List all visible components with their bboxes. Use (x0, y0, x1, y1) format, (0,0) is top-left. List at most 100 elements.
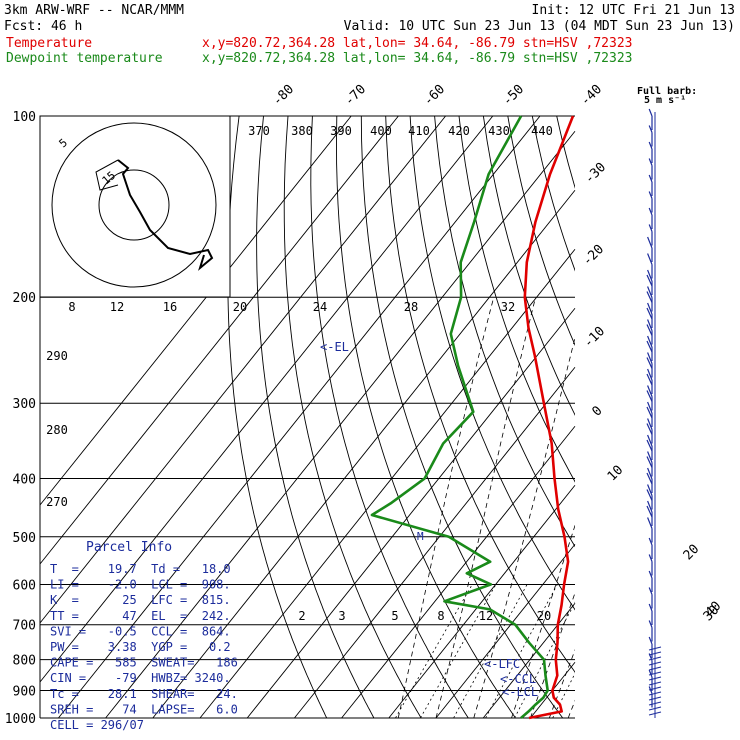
pressure-label: 800 (13, 654, 36, 669)
theta-label: 270 (46, 495, 68, 509)
hodograph-tick-label: 8 (68, 300, 75, 314)
isotherm-line (388, 484, 576, 719)
isotherm-line (39, 115, 494, 683)
valid-time: Valid: 10 UTC Sun 23 Jun 13 (04 MDT Sun … (344, 19, 735, 34)
init-time: Init: 12 UTC Fri 21 Jun 13 (532, 3, 736, 18)
moist-adiabat (397, 297, 495, 718)
isotherm-label: -10 (581, 324, 608, 351)
isotherm-line (246, 307, 576, 719)
wind-barb (647, 467, 653, 493)
parcel-info-row: SREH = 74 LAPSE= 6.0 (50, 702, 238, 716)
wind-barb (648, 554, 653, 576)
wind-barb-low (648, 656, 662, 661)
m-marker: M (417, 530, 424, 543)
pressure-label: 400 (13, 472, 36, 487)
wind-barb (648, 570, 653, 592)
parcel-info-row: LI = -2.0 LCL = 908. (50, 578, 231, 592)
hodograph: 155 (39, 115, 231, 298)
dry-adiabat (630, 116, 740, 718)
moist-adiabat (511, 524, 575, 718)
wind-barb-low (648, 651, 662, 656)
temperature-legend: Temperature (6, 36, 92, 51)
wind-barb-low (648, 706, 662, 711)
dry-adiabat (283, 116, 422, 718)
hodograph-tick-label: 32 (501, 300, 515, 314)
theta-label: 390 (330, 124, 352, 138)
barb-legend-title: Full barb: (637, 86, 697, 97)
parcel-info-row: CIN = -79 HWBZ= 3240. (50, 671, 231, 685)
wind-barb (647, 236, 653, 262)
wind-barb (648, 603, 653, 625)
sounding-traces (370, 115, 575, 720)
pressure-label: 200 (13, 291, 36, 306)
wind-barb (647, 385, 653, 411)
isotherm-label: -30 (582, 160, 609, 187)
temperature-location: x,y=820.72,364.28 lat,lon= 34.64, -86.79… (202, 36, 632, 51)
moist-adiabats (397, 297, 575, 718)
isotherm-label: -60 (421, 82, 448, 109)
isotherm-label: -70 (342, 82, 369, 109)
wind-barbs (646, 108, 662, 718)
isotherm-line (58, 115, 541, 719)
wind-barb (647, 500, 653, 526)
wind-barb-low (648, 671, 662, 676)
dry-adiabat (679, 116, 740, 718)
lcl-marker: <-LCL (502, 685, 538, 699)
wind-barb-flag (646, 373, 653, 386)
mixing-ratio-label: 12 (479, 609, 493, 623)
hodograph-ring-outer (51, 122, 217, 288)
parcel-info-row: K = 25 LFC = 815. (50, 593, 231, 607)
wind-barb (648, 108, 653, 130)
wind-barb-flag (646, 439, 653, 452)
wind-barb-low (648, 696, 662, 701)
wind-barb (647, 253, 653, 279)
wind-barb-low (648, 691, 662, 696)
mixing-ratio-label: 2 (298, 609, 305, 623)
parcel-info-row: PW = 3.38 YGP = 0.2 (50, 640, 231, 654)
wind-barb-flag (646, 307, 653, 320)
dry-adiabat (728, 116, 740, 718)
el-marker: <-EL (320, 340, 349, 354)
lfc-marker: <-LFC (484, 657, 520, 671)
isotherm-line (39, 115, 352, 506)
wind-barb-low (648, 686, 662, 691)
ccl-marker: <-CCL (500, 672, 536, 686)
theta-label: 400 (370, 124, 392, 138)
theta-label: 290 (46, 349, 68, 363)
hodograph-trace (117, 159, 214, 271)
wind-barb (648, 537, 653, 559)
dry-adiabat (360, 116, 564, 718)
dry-adiabat (310, 116, 469, 718)
wind-barb-flag (646, 291, 653, 303)
mixing-ratio-label: 8 (437, 609, 444, 623)
wind-barb (648, 174, 653, 196)
hodograph-tick-label: 24 (313, 300, 327, 314)
isotherm-label: 0 (589, 403, 605, 419)
mixing-ratio-line (420, 584, 497, 718)
parcel-info-row: CELL = 296/07 (50, 718, 144, 732)
wind-barb (648, 620, 653, 642)
dry-adiabat (482, 116, 575, 416)
parcel-info-row: CAPE = 585 SWEAT= 186 (50, 656, 238, 670)
hodograph-tick-label: 28 (404, 300, 418, 314)
theta-label: 440 (531, 124, 553, 138)
wind-barb-flag (646, 274, 653, 287)
dry-adiabat (703, 116, 740, 718)
moist-adiabat (548, 649, 575, 718)
isotherm-label: -50 (500, 82, 527, 109)
wind-barb-flag (646, 456, 653, 468)
mixing-ratio-line (395, 584, 473, 718)
moist-adiabat (435, 297, 536, 718)
wind-barb (647, 434, 653, 460)
wind-barb-flag (646, 489, 653, 501)
model-title: 3km ARW-WRF -- NCAR/MMM (4, 3, 184, 18)
wind-barb (647, 418, 653, 444)
theta-label: 370 (248, 124, 270, 138)
hodograph-tick-label: 20 (233, 300, 247, 314)
theta-label: 280 (46, 423, 68, 437)
isotherm-line (39, 115, 446, 624)
dry-adiabat (581, 116, 740, 718)
wind-barb-low (648, 676, 662, 681)
